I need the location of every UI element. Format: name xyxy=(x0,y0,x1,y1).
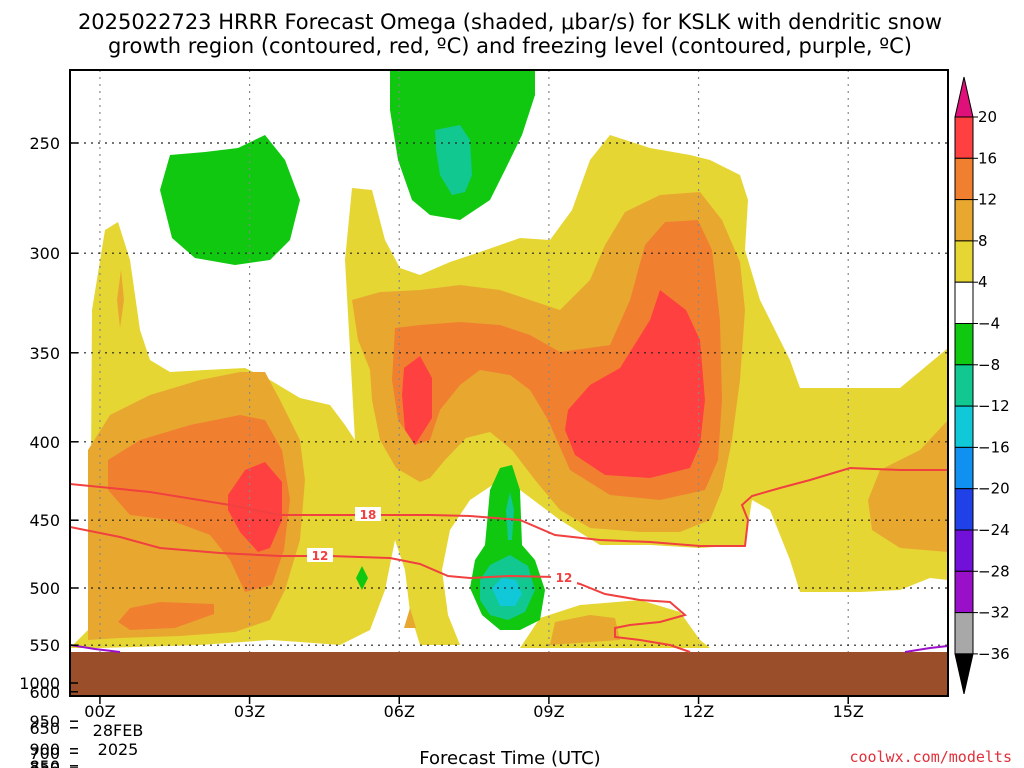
plot-area: 18 12 12 xyxy=(70,70,948,696)
contour-label-background xyxy=(307,548,333,562)
y-tick-label: 450 xyxy=(29,511,60,530)
chart-title-line-1: 2025022723 HRRR Forecast Omega (shaded, … xyxy=(78,10,942,34)
omega-band-12-16-bottom xyxy=(118,602,214,630)
colorbar-segment xyxy=(954,570,974,614)
colorbar-label: −20 xyxy=(978,480,1010,498)
omega-band-8-12-right xyxy=(868,420,948,552)
colorbar-top-arrow xyxy=(954,76,974,118)
colorbar-label: −12 xyxy=(978,397,1010,415)
colorbar-label: −8 xyxy=(978,356,1000,374)
omega-band-neg4-neg8-tiny xyxy=(356,566,368,590)
omega-band-8-12-tiny-118 xyxy=(117,270,124,328)
omega-band-8-12-small-bottom xyxy=(550,615,620,645)
omega-band-12-16-left xyxy=(108,415,290,592)
y-tick-label: 650 xyxy=(29,719,60,738)
colorbar-label: 12 xyxy=(978,191,997,209)
colorbar-segment xyxy=(954,405,974,448)
y-tick-label: 550 xyxy=(29,636,60,655)
colorbar-label: −28 xyxy=(978,562,1010,580)
y-axis: 2503003504004505005506006507007508008509… xyxy=(19,134,78,768)
contour-label-12-left: 12 xyxy=(312,549,329,563)
colorbar-segment xyxy=(954,281,974,325)
colorbar-segment xyxy=(954,323,974,366)
x-tick-label: 00Z xyxy=(84,702,115,721)
chart-title-line-2: growth region (contoured, red, ºC) and f… xyxy=(108,34,912,58)
credit-text: coolwx.com/modelts xyxy=(849,748,1012,766)
x-axis: 00Z 03Z 06Z 09Z 12Z 15Z xyxy=(84,696,864,721)
contour-label-background xyxy=(355,507,381,521)
y-tick-label: 850 xyxy=(29,757,60,768)
colorbar-label: 4 xyxy=(978,273,988,291)
omega-band-16-20-center xyxy=(402,356,432,445)
omega-band-8-12-tiny-606 xyxy=(404,608,416,628)
y-tick-label: 800 xyxy=(29,763,60,768)
colorbar-label: 8 xyxy=(978,232,988,250)
colorbar-segment xyxy=(954,446,974,490)
omega-band-neg12-neg16-lower xyxy=(492,578,522,606)
colorbar: 20 16 12 8 4 −4 −8 −12 −16 −20 −24 −28 −32 −36 xyxy=(954,76,1010,695)
plot-frame xyxy=(69,69,949,697)
y-tick-label: 500 xyxy=(29,579,60,598)
colorbar-segment xyxy=(954,157,974,201)
dgz-contour-minus-18 xyxy=(70,466,948,547)
colorbar-label: 16 xyxy=(978,149,997,167)
omega-band-neg4-neg8-top-left xyxy=(160,135,300,265)
freezing-level-contour-right xyxy=(904,645,948,653)
x-tick-label: 06Z xyxy=(384,702,415,721)
colorbar-label: −24 xyxy=(978,521,1010,539)
y-tick-label: 1000 xyxy=(19,674,60,693)
y-tick-label: 900 xyxy=(29,740,60,759)
colorbar-segment xyxy=(954,240,974,283)
colorbar-segment xyxy=(954,116,974,159)
colorbar-label: 20 xyxy=(978,108,997,126)
omega-band-16-20-right xyxy=(565,290,705,478)
colorbar-segment xyxy=(954,529,974,572)
y-tick-label: 250 xyxy=(29,134,60,153)
y-tick-label: 400 xyxy=(29,433,60,452)
colorbar-segment xyxy=(954,364,974,407)
omega-band-16-20-left xyxy=(228,462,282,552)
y-tick-label: 350 xyxy=(29,344,60,363)
contour-label-background xyxy=(551,570,577,584)
freezing-level-contour-left xyxy=(70,644,121,653)
y-tick-label: 600 xyxy=(29,683,60,702)
x-date-label-year: 2025 xyxy=(98,740,139,759)
x-tick-label: 09Z xyxy=(533,702,564,721)
x-date-label-day: 28FEB xyxy=(93,721,144,740)
colorbar-label: −36 xyxy=(978,645,1010,663)
omega-band-neg8-neg12-thin xyxy=(506,492,514,540)
colorbar-segment xyxy=(954,488,974,531)
colorbar-segment xyxy=(954,612,974,655)
y-tick-label: 750 xyxy=(29,759,60,768)
y-tick-label: 700 xyxy=(29,744,60,763)
colorbar-label: −16 xyxy=(978,438,1010,456)
x-tick-label: 12Z xyxy=(683,702,714,721)
colorbar-bottom-arrow xyxy=(954,653,974,695)
x-tick-label: 15Z xyxy=(833,702,864,721)
x-tick-label: 03Z xyxy=(234,702,265,721)
y-tick-label: 950 xyxy=(29,712,60,731)
colorbar-segment xyxy=(954,199,974,242)
x-axis-title: Forecast Time (UTC) xyxy=(419,748,600,768)
y-tick-label: 300 xyxy=(29,244,60,263)
contour-label-18: 18 xyxy=(360,508,377,522)
ground-below-surface xyxy=(70,652,948,696)
contour-label-12-right: 12 xyxy=(556,571,573,585)
colorbar-label: −32 xyxy=(978,604,1010,622)
colorbar-label: −4 xyxy=(978,315,1000,333)
